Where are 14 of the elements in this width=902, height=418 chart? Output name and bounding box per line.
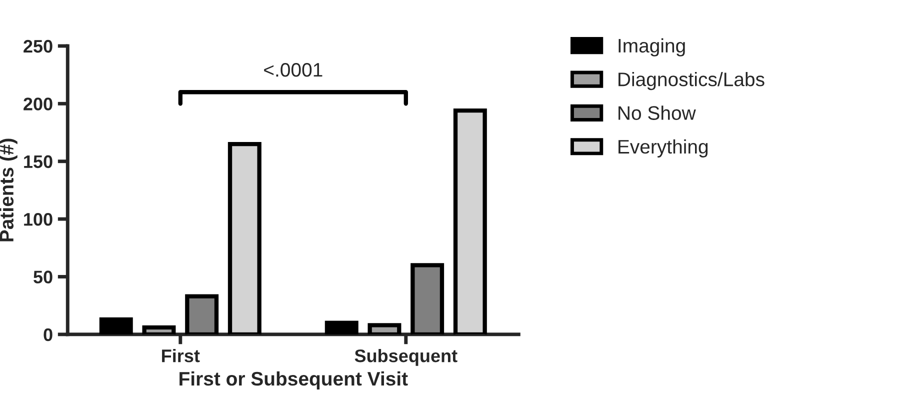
x-tick-label: Subsequent xyxy=(354,348,458,366)
legend-label: Everything xyxy=(618,139,708,158)
legend-label: No Show xyxy=(618,106,696,120)
y-tick-label: 0 xyxy=(44,328,52,342)
y-tick-label: 150 xyxy=(24,155,52,168)
x-axis-title: First or Subsequent Visit xyxy=(180,371,408,390)
legend-label: Imaging xyxy=(618,38,685,56)
legend-label: Diagnostics/Labs xyxy=(618,72,764,90)
y-tick-label: 100 xyxy=(24,212,52,226)
y-tick-label: 50 xyxy=(34,270,52,284)
x-tick-label: First xyxy=(162,348,200,362)
y-tick-label: 200 xyxy=(24,98,52,110)
y-tick-label: 250 xyxy=(24,40,52,53)
annotation: <.0001 xyxy=(264,62,322,77)
